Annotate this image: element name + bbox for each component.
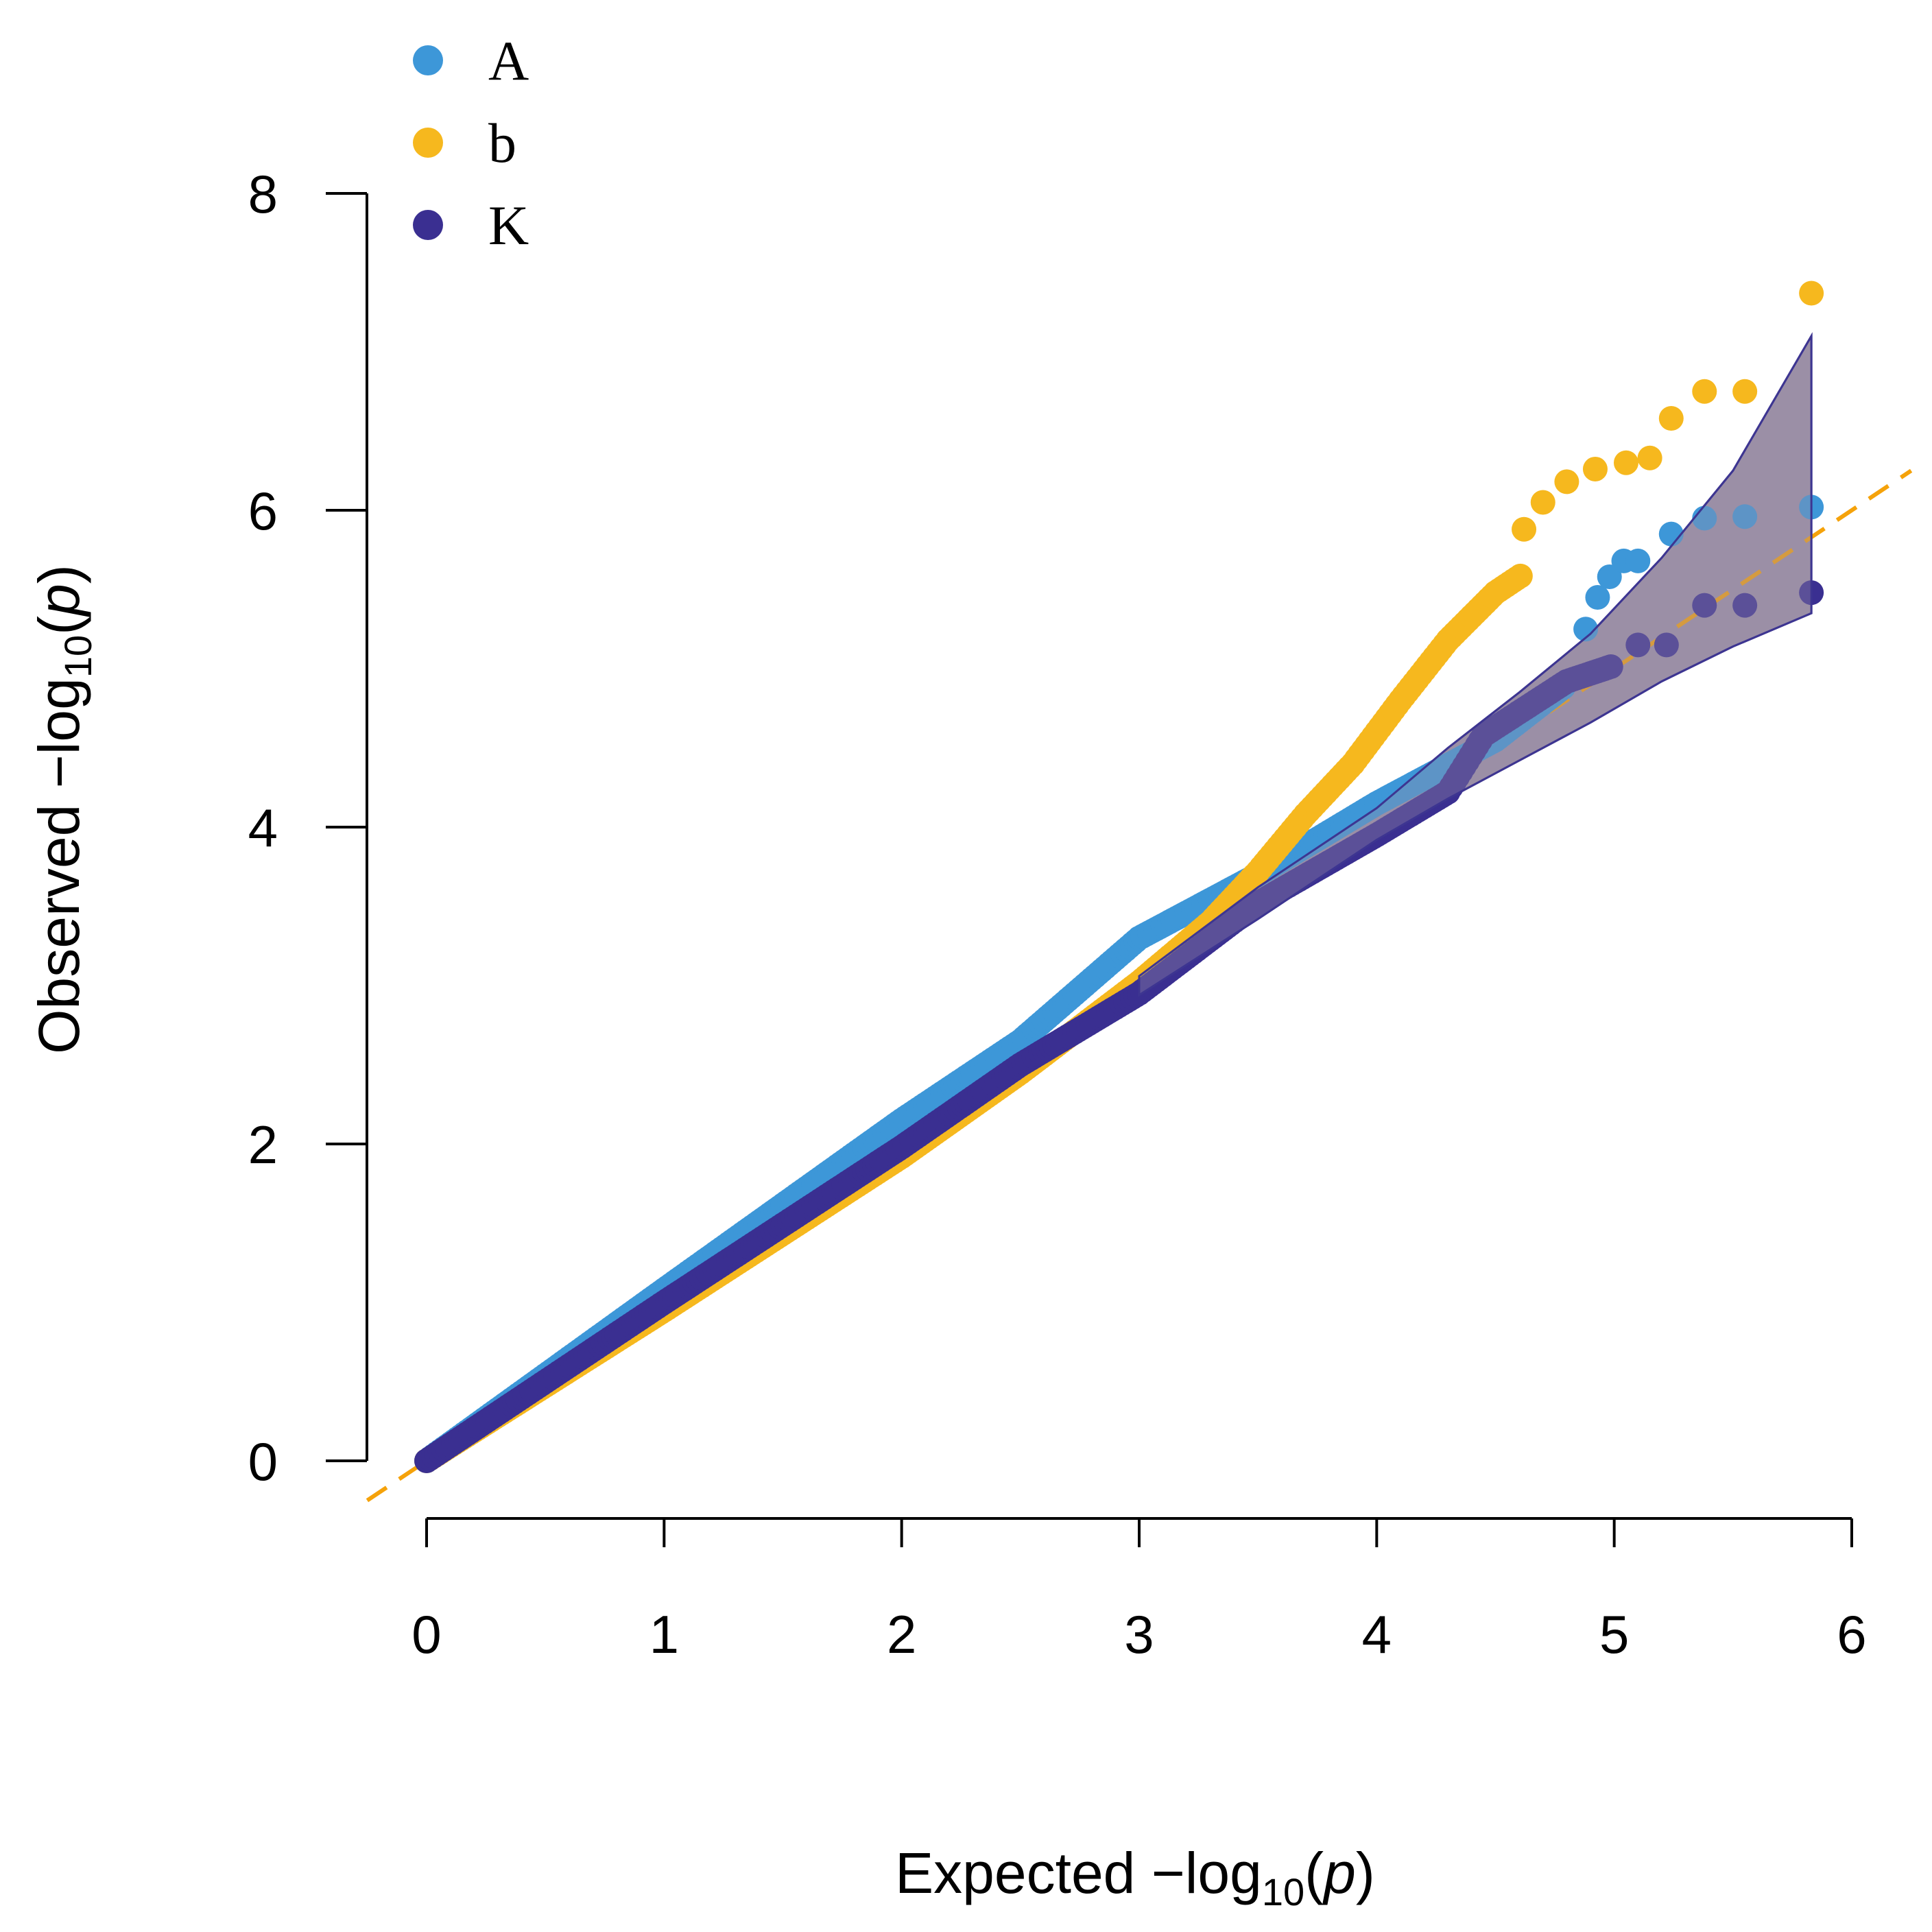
- data-point: [1507, 563, 1533, 588]
- legend: AbK: [413, 29, 529, 257]
- series-layer: [414, 281, 1824, 1473]
- series-b: [414, 281, 1824, 1473]
- x-tick-label: 0: [412, 1604, 441, 1665]
- confidence-band-overlay: [1138, 332, 1813, 997]
- data-point: [1613, 450, 1638, 475]
- y-axis-title: Observed −log10(p): [27, 564, 99, 1054]
- data-point: [1582, 456, 1608, 481]
- legend-label-A: A: [488, 29, 529, 92]
- legend-marker-A: [413, 45, 443, 75]
- data-point: [1692, 379, 1717, 404]
- data-point: [1658, 406, 1684, 431]
- data-point: [1692, 593, 1717, 618]
- data-point: [1554, 469, 1579, 494]
- data-point: [1530, 490, 1555, 515]
- x-tick-label: 4: [1362, 1604, 1392, 1665]
- data-point: [1637, 445, 1662, 470]
- legend-marker-K: [413, 210, 443, 240]
- legend-label-b: b: [488, 112, 516, 174]
- data-point: [1585, 585, 1610, 610]
- data-point: [1598, 654, 1623, 680]
- data-point: [1732, 593, 1758, 618]
- data-point: [1654, 632, 1679, 658]
- y-tick-label: 4: [248, 798, 278, 858]
- data-point: [1625, 548, 1651, 573]
- legend-label-K: K: [488, 194, 529, 257]
- x-tick-label: 5: [1599, 1604, 1629, 1665]
- data-point: [1799, 281, 1824, 306]
- y-tick-label: 2: [248, 1114, 278, 1175]
- y-tick-label: 6: [248, 481, 278, 541]
- x-tick-label: 3: [1124, 1604, 1154, 1665]
- data-point: [1573, 617, 1599, 642]
- data-point: [1732, 379, 1758, 404]
- ticks: 0 1 2 3 4 5 6 0 2 4 6 8: [248, 164, 1867, 1665]
- data-point: [1597, 564, 1622, 590]
- y-tick-label: 0: [248, 1431, 278, 1492]
- x-tick-label: 6: [1837, 1604, 1866, 1665]
- x-axis-title: Expected −log10(p): [895, 1841, 1375, 1913]
- data-point: [1625, 632, 1651, 658]
- series-K: [414, 580, 1824, 1473]
- data-point: [1732, 504, 1758, 529]
- x-tick-label: 1: [649, 1604, 679, 1665]
- x-tick-label: 2: [887, 1604, 916, 1665]
- axes: [366, 193, 1852, 1520]
- data-point: [1512, 516, 1537, 542]
- legend-marker-b: [413, 128, 443, 158]
- y-tick-label: 8: [248, 164, 278, 224]
